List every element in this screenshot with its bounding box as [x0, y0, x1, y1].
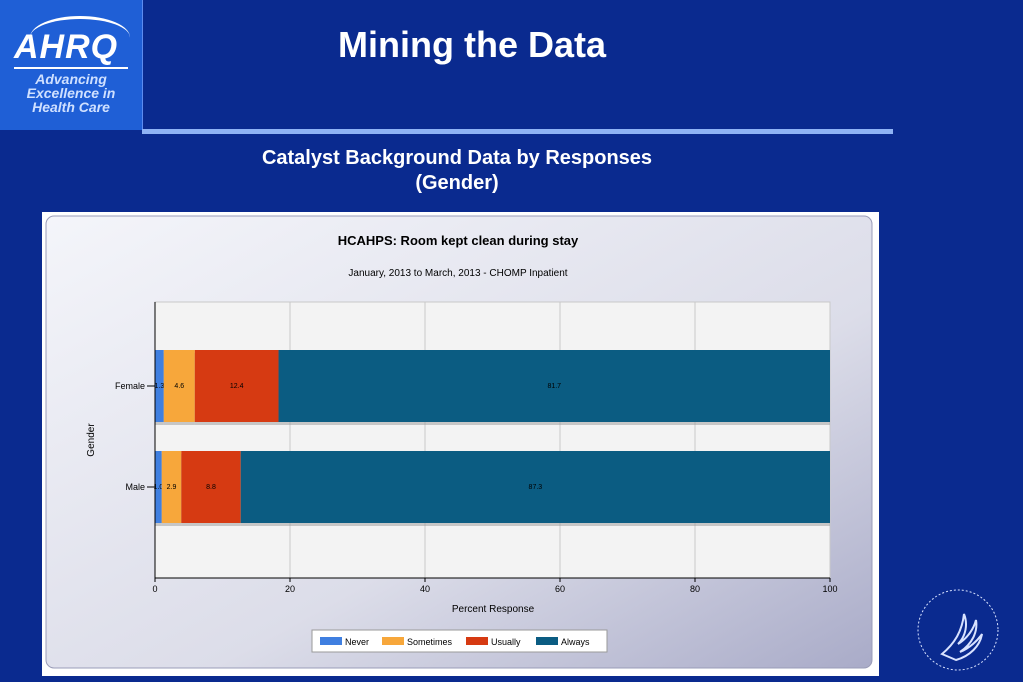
x-tick-label: 100	[822, 584, 837, 594]
bar-usually-female	[194, 350, 279, 422]
slide-title: Mining the Data	[338, 24, 606, 65]
logo-divider	[14, 67, 128, 69]
logo-tagline-line2: Excellence in	[26, 85, 116, 101]
legend-box	[311, 629, 608, 653]
legend-label-always: Always	[561, 637, 590, 647]
data-label: 87.3	[529, 484, 543, 491]
slide-subtitle-line2: (Gender)	[415, 172, 499, 194]
y-category-label: Female	[115, 381, 145, 391]
chart-subtitle: January, 2013 to March, 2013 - CHOMP Inp…	[348, 268, 567, 279]
chart-title: HCAHPS: Room kept clean during stay	[338, 233, 579, 248]
logo-tagline: Advancing Excellence in Health Care	[8, 72, 134, 114]
logo-tagline-line1: Advancing	[35, 71, 107, 87]
legend-swatch-sometimes	[382, 637, 404, 645]
legend-label-never: Never	[345, 637, 369, 647]
data-label: 8.8	[206, 484, 216, 491]
x-tick-label: 80	[690, 584, 700, 594]
slide-subtitle: Catalyst Background Data by Responses (G…	[142, 146, 772, 196]
bar-usually-male	[181, 451, 241, 523]
data-label: 4.6	[174, 383, 184, 390]
bar-always-female	[278, 350, 830, 422]
x-tick-label: 0	[152, 584, 157, 594]
bar-never-female	[155, 350, 164, 422]
logo-wordmark: AHRQ	[14, 28, 119, 66]
chart-legend: Never Sometimes Usually Always	[311, 629, 608, 653]
data-label: 12.4	[230, 383, 244, 390]
legend-swatch-never	[320, 637, 342, 645]
legend-label-usually: Usually	[491, 637, 521, 647]
title-divider	[142, 129, 893, 134]
data-label: 2.9	[167, 484, 177, 491]
stacked-bar-chart: 1.3 4.6 12.4 81.7 1.0 2.9 8.8 87.3 0 20 40 60 80 100…	[45, 215, 873, 669]
x-tick-label: 60	[555, 584, 565, 594]
bar-sometimes-female	[163, 350, 195, 422]
data-label: 1.0	[154, 484, 164, 491]
bar-sometimes-male	[161, 451, 182, 523]
ahrq-logo: AHRQ Advancing Excellence in Health Care	[0, 0, 143, 130]
x-tick-label: 40	[420, 584, 430, 594]
bar-never-male	[155, 451, 162, 523]
y-category-label: Male	[125, 482, 145, 492]
legend-label-sometimes: Sometimes	[407, 637, 453, 647]
plot-area	[154, 301, 831, 579]
legend-swatch-usually	[466, 637, 488, 645]
chart-frame: 1.3 4.6 12.4 81.7 1.0 2.9 8.8 87.3 0 20 40 60 80 100…	[42, 212, 879, 676]
logo-arc-icon	[30, 16, 130, 59]
x-axis-label: Percent Response	[452, 604, 535, 615]
logo-tagline-line3: Health Care	[32, 99, 110, 115]
legend-swatch-always	[536, 637, 558, 645]
y-axis-label: Gender	[86, 423, 97, 457]
slide-subtitle-line1: Catalyst Background Data by Responses	[261, 147, 653, 169]
x-tick-label: 20	[285, 584, 295, 594]
hhs-seal-icon	[917, 589, 999, 671]
bar-always-male	[240, 451, 831, 523]
data-label: 1.3	[155, 383, 165, 390]
data-label: 81.7	[547, 383, 561, 390]
